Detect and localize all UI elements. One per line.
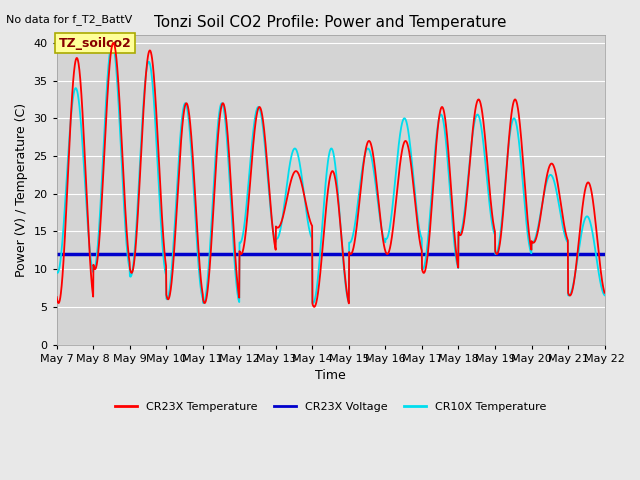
Text: No data for f_T2_BattV: No data for f_T2_BattV <box>6 14 132 25</box>
Text: TZ_soilco2: TZ_soilco2 <box>58 36 131 49</box>
X-axis label: Time: Time <box>316 369 346 382</box>
Title: Tonzi Soil CO2 Profile: Power and Temperature: Tonzi Soil CO2 Profile: Power and Temper… <box>154 15 507 30</box>
Legend: CR23X Temperature, CR23X Voltage, CR10X Temperature: CR23X Temperature, CR23X Voltage, CR10X … <box>110 397 551 416</box>
Y-axis label: Power (V) / Temperature (C): Power (V) / Temperature (C) <box>15 103 28 277</box>
